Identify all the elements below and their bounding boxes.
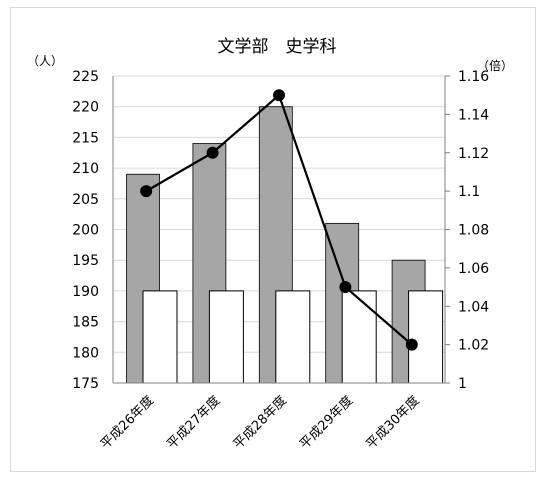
left-tick-label: 205: [72, 192, 99, 208]
ratio-point: [273, 89, 285, 102]
bar-series: [126, 106, 444, 384]
left-tick-label: 185: [72, 315, 99, 331]
right-tick-label: 1.02: [458, 338, 489, 354]
right-tick-label: 1.16: [458, 69, 489, 85]
ratio-line-series: [140, 89, 418, 351]
left-tick-label: 180: [72, 345, 99, 361]
left-tick-label: 220: [72, 100, 99, 116]
category-label: 平成26年度: [97, 393, 157, 453]
ratio-point: [140, 185, 153, 198]
category-labels: 平成26年度 平成27年度 平成28年度 平成29年度 平成30年度: [97, 393, 422, 453]
chart-frame: 文学部 史学科 （人） （倍） 175 180 185 190 195 200 205 210…: [10, 7, 536, 472]
left-tick-label: 175: [72, 376, 99, 392]
left-tick-label: 215: [72, 130, 99, 146]
bar-white: [208, 290, 244, 384]
right-tick-label: 1.08: [458, 223, 489, 239]
category-label: 平成28年度: [230, 393, 290, 453]
left-tick-label: 200: [72, 223, 99, 239]
right-axis-ticks: 1 1.02 1.04 1.06 1.08 1.1 1.12 1.14 1.16: [445, 69, 489, 392]
right-tick-label: 1.04: [458, 299, 489, 315]
bar-white: [142, 290, 178, 384]
left-tick-label: 195: [72, 253, 99, 269]
bar-white: [275, 290, 311, 384]
chart-title: 文学部 史学科: [218, 37, 337, 57]
right-tick-label: 1: [458, 376, 467, 392]
left-tick-label: 225: [72, 69, 99, 85]
category-label: 平成29年度: [296, 393, 356, 453]
ratio-point: [339, 281, 352, 294]
bar-white: [408, 290, 444, 384]
right-tick-label: 1.12: [458, 146, 489, 162]
combo-chart: 文学部 史学科 （人） （倍） 175 180 185 190 195 200 205 210…: [27, 37, 513, 453]
left-tick-label: 210: [72, 161, 99, 177]
ratio-point: [206, 146, 219, 159]
category-label: 平成27年度: [164, 393, 224, 453]
left-axis-unit: （人）: [27, 54, 63, 68]
left-tick-label: 190: [72, 284, 99, 300]
axes: [112, 76, 446, 384]
right-axis-unit: （倍）: [477, 58, 513, 73]
right-tick-label: 1.14: [458, 107, 489, 123]
bar-white: [341, 290, 377, 384]
right-tick-label: 1.1: [458, 184, 480, 200]
right-tick-label: 1.06: [458, 261, 489, 277]
left-axis-ticks: 175 180 185 190 195 200 205 210 215 220 225: [72, 69, 99, 392]
category-label: 平成30年度: [363, 393, 423, 453]
ratio-point: [405, 338, 418, 351]
